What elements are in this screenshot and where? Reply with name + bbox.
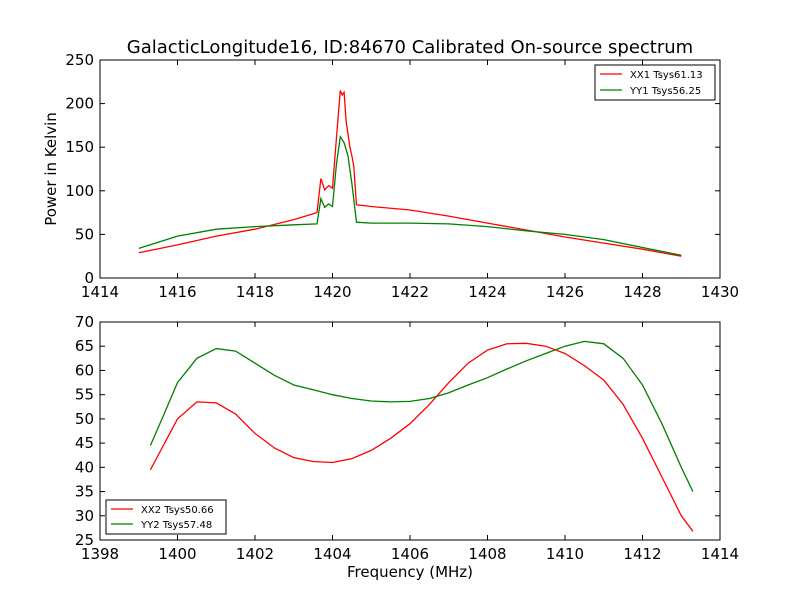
top-x-tick-label: 1430 xyxy=(701,283,739,301)
bottom-x-tick-label: 1400 xyxy=(158,545,196,563)
top-y-tick-label: 250 xyxy=(65,51,94,69)
bottom-y-tick-label: 60 xyxy=(75,361,94,379)
bottom-y-tick-label: 25 xyxy=(75,531,94,549)
bottom-x-tick-label: 1408 xyxy=(468,545,506,563)
top-x-tick-label: 1414 xyxy=(81,283,119,301)
top-legend: XX1 Tsys61.13 YY1 Tsys56.25 xyxy=(594,64,716,101)
top-y-tick-label: 150 xyxy=(65,138,94,156)
top-series-1-line xyxy=(138,134,682,256)
bottom-y-tick-label: 40 xyxy=(75,458,94,476)
bottom-series-1-line xyxy=(149,340,694,492)
top-x-tick-label: 1422 xyxy=(391,283,429,301)
bottom-series-0-line xyxy=(149,342,694,532)
x-axis-label: Frequency (MHz) xyxy=(347,563,473,581)
bottom-plot-area: 1398 1400 1402 1404 1406 1408 1410 1412 1414 25 30… xyxy=(75,313,739,563)
bottom-y-tick-label: 70 xyxy=(75,313,94,331)
top-y-tick-label: 100 xyxy=(65,182,94,200)
bottom-subplot: 1398 1400 1402 1404 1406 1408 1410 1412 1414 25 30… xyxy=(75,313,739,581)
top-x-tick-label: 1416 xyxy=(158,283,196,301)
bottom-legend: XX2 Tsys50.66 YY2 Tsys57.48 xyxy=(105,499,227,535)
top-subplot: 1414 1416 1418 1420 1422 1424 1426 1428 1430 0 50 1… xyxy=(42,51,739,301)
bottom-x-tick-label: 1398 xyxy=(81,545,119,563)
bottom-legend-label-yy2: YY2 Tsys57.48 xyxy=(140,520,212,531)
top-x-tick-label: 1424 xyxy=(468,283,506,301)
bottom-x-tick-label: 1414 xyxy=(701,545,739,563)
bottom-y-tick-label: 35 xyxy=(75,483,94,501)
top-legend-label-yy1: YY1 Tsys56.25 xyxy=(629,86,701,97)
top-y-tick-label: 50 xyxy=(75,225,94,243)
bottom-x-tick-label: 1402 xyxy=(236,545,274,563)
bottom-legend-label-xx2: XX2 Tsys50.66 xyxy=(141,505,214,516)
top-y-tick-label: 200 xyxy=(65,95,94,113)
bottom-y-tick-label: 30 xyxy=(75,507,94,525)
bottom-legend-box xyxy=(105,499,227,535)
top-legend-label-xx1: XX1 Tsys61.13 xyxy=(630,70,703,81)
top-x-tick-label: 1428 xyxy=(623,283,661,301)
top-plot-area: 1414 1416 1418 1420 1422 1424 1426 1428 1430 0 50 1… xyxy=(65,51,739,301)
top-y-tick-label: 0 xyxy=(84,269,94,287)
bottom-x-tick-label: 1412 xyxy=(623,545,661,563)
figure-title: GalacticLongitude16, ID:84670 Calibrated… xyxy=(127,37,693,58)
top-series-0-line xyxy=(138,90,682,257)
top-x-tick-label: 1420 xyxy=(313,283,351,301)
bottom-x-tick-label: 1406 xyxy=(391,545,429,563)
bottom-x-tick-label: 1404 xyxy=(313,545,351,563)
top-x-tick-label: 1426 xyxy=(546,283,584,301)
top-legend-box xyxy=(594,64,716,101)
bottom-y-tick-label: 50 xyxy=(75,410,94,428)
top-x-tick-label: 1418 xyxy=(236,283,274,301)
bottom-y-tick-label: 55 xyxy=(75,386,94,404)
top-y-axis-label: Power in Kelvin xyxy=(42,112,60,226)
bottom-y-tick-label: 65 xyxy=(75,337,94,355)
bottom-x-tick-label: 1410 xyxy=(546,545,584,563)
bottom-y-tick-label: 45 xyxy=(75,434,94,452)
